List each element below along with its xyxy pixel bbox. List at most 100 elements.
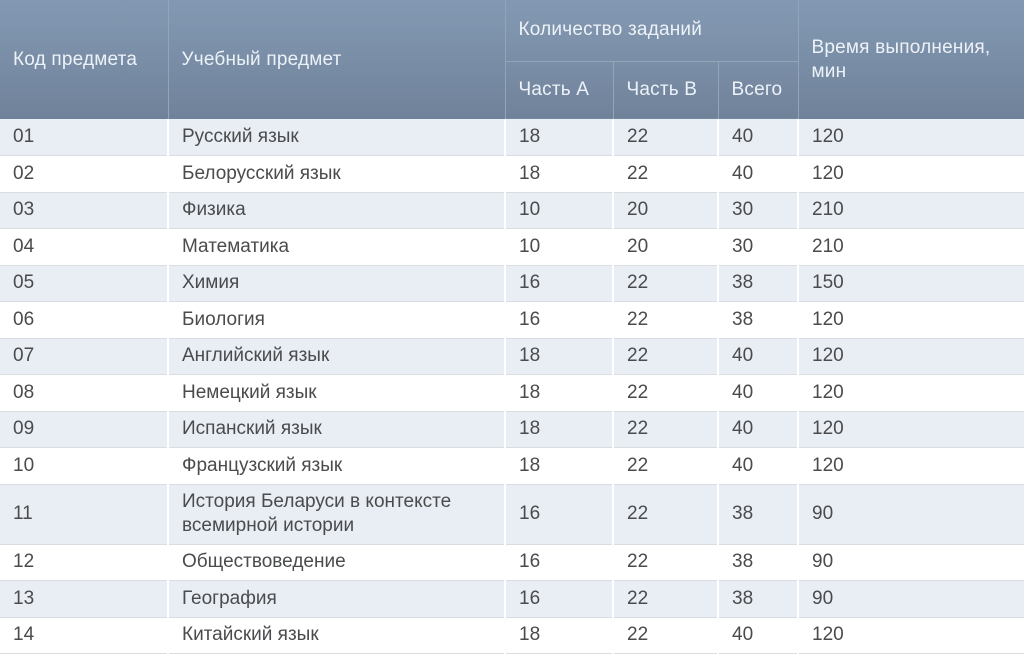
cell-subject: Испанский язык — [168, 411, 506, 448]
cell-time: 120 — [798, 617, 1024, 654]
table-body: 01 Русский язык 18 22 40 120 02 Белорусский язы… — [0, 119, 1024, 654]
table-row: 04 Математика 10 20 30 210 — [0, 228, 1024, 266]
cell-subject: Немецкий язык — [168, 374, 506, 412]
cell-code: 11 — [0, 484, 169, 545]
cell-code: 04 — [0, 228, 169, 266]
cell-part-b: 22 — [613, 155, 719, 193]
column-header-total: Всего — [717, 61, 798, 119]
cell-part-a: 16 — [505, 484, 614, 545]
table-header: Код предмета Учебный предмет Количество … — [0, 0, 1024, 119]
cell-part-b: 20 — [613, 192, 719, 229]
cell-code: 12 — [0, 544, 169, 581]
cell-part-a: 16 — [505, 544, 614, 581]
cell-time: 120 — [798, 155, 1024, 193]
cell-part-a: 10 — [505, 192, 614, 229]
cell-total: 38 — [718, 484, 799, 545]
cell-total: 38 — [718, 265, 799, 302]
cell-part-a: 18 — [505, 617, 614, 654]
cell-code: 10 — [0, 447, 169, 485]
cell-part-b: 22 — [613, 617, 719, 654]
cell-code: 13 — [0, 580, 169, 618]
cell-part-a: 16 — [505, 265, 614, 302]
column-header-subject: Учебный предмет — [167, 0, 505, 119]
cell-time: 120 — [798, 374, 1024, 412]
table-row: 01 Русский язык 18 22 40 120 — [0, 119, 1024, 156]
cell-time: 150 — [798, 265, 1024, 302]
cell-part-a: 18 — [505, 374, 614, 412]
cell-subject: География — [168, 580, 506, 618]
cell-part-b: 22 — [613, 301, 719, 339]
cell-code: 08 — [0, 374, 169, 412]
cell-part-b: 22 — [613, 119, 719, 156]
cell-subject: Обществоведение — [168, 544, 506, 581]
cell-subject: Белорусский язык — [168, 155, 506, 193]
cell-total: 30 — [718, 192, 799, 229]
header-row-top: Код предмета Учебный предмет Количество … — [0, 0, 1024, 119]
header-row-sub: Часть А Часть В Всего — [0, 61, 1024, 119]
cell-part-b: 22 — [613, 338, 719, 375]
table-row: 10 Французский язык 18 22 40 120 — [0, 447, 1024, 485]
table-row: 11 История Беларуси в контексте всемирной… — [0, 484, 1024, 545]
cell-part-b: 22 — [613, 447, 719, 485]
cell-part-a: 10 — [505, 228, 614, 266]
cell-time: 120 — [798, 447, 1024, 485]
cell-part-a: 16 — [505, 301, 614, 339]
cell-code: 09 — [0, 411, 169, 448]
cell-part-a: 16 — [505, 580, 614, 618]
table-row: 14 Китайский язык 18 22 40 120 — [0, 617, 1024, 654]
cell-part-b: 22 — [613, 544, 719, 581]
table-row: 07 Английский язык 18 22 40 120 — [0, 338, 1024, 375]
table-row: 13 География 16 22 38 90 — [0, 580, 1024, 618]
cell-part-b: 20 — [613, 228, 719, 266]
cell-total: 38 — [718, 580, 799, 618]
cell-part-a: 18 — [505, 411, 614, 448]
cell-part-a: 18 — [505, 447, 614, 485]
table-row: 03 Физика 10 20 30 210 — [0, 192, 1024, 229]
cell-part-b: 22 — [613, 411, 719, 448]
cell-subject: Биология — [168, 301, 506, 339]
cell-code: 06 — [0, 301, 169, 339]
cell-time: 210 — [798, 192, 1024, 229]
cell-total: 38 — [718, 301, 799, 339]
column-header-part-a: Часть А — [504, 61, 613, 119]
cell-code: 01 — [0, 119, 169, 156]
cell-part-b: 22 — [613, 484, 719, 545]
cell-part-b: 22 — [613, 374, 719, 412]
cell-total: 38 — [718, 544, 799, 581]
cell-time: 120 — [798, 119, 1024, 156]
column-header-tasks-group: Количество заданий — [504, 0, 798, 62]
table-row: 06 Биология 16 22 38 120 — [0, 301, 1024, 339]
cell-total: 30 — [718, 228, 799, 266]
cell-part-a: 18 — [505, 119, 614, 156]
cell-total: 40 — [718, 411, 799, 448]
cell-time: 90 — [798, 544, 1024, 581]
column-header-code: Код предмета — [0, 0, 168, 119]
cell-total: 40 — [718, 338, 799, 375]
column-header-part-b: Часть В — [612, 61, 718, 119]
cell-code: 07 — [0, 338, 169, 375]
cell-code: 03 — [0, 192, 169, 229]
cell-subject: Французский язык — [168, 447, 506, 485]
cell-total: 40 — [718, 617, 799, 654]
cell-code: 02 — [0, 155, 169, 193]
cell-code: 14 — [0, 617, 169, 654]
cell-part-a: 18 — [505, 338, 614, 375]
cell-subject: Математика — [168, 228, 506, 266]
table-row: 08 Немецкий язык 18 22 40 120 — [0, 374, 1024, 412]
cell-time: 90 — [798, 580, 1024, 618]
column-header-time: Время выполнения, мин — [797, 0, 1024, 119]
cell-subject: Физика — [168, 192, 506, 229]
cell-part-b: 22 — [613, 580, 719, 618]
cell-subject: Химия — [168, 265, 506, 302]
table-row: 12 Обществоведение 16 22 38 90 — [0, 544, 1024, 581]
table-row: 05 Химия 16 22 38 150 — [0, 265, 1024, 302]
cell-part-b: 22 — [613, 265, 719, 302]
table-row: 02 Белорусский язык 18 22 40 120 — [0, 155, 1024, 193]
cell-time: 120 — [798, 338, 1024, 375]
cell-time: 210 — [798, 228, 1024, 266]
cell-total: 40 — [718, 119, 799, 156]
cell-code: 05 — [0, 265, 169, 302]
cell-subject: Английский язык — [168, 338, 506, 375]
cell-time: 90 — [798, 484, 1024, 545]
